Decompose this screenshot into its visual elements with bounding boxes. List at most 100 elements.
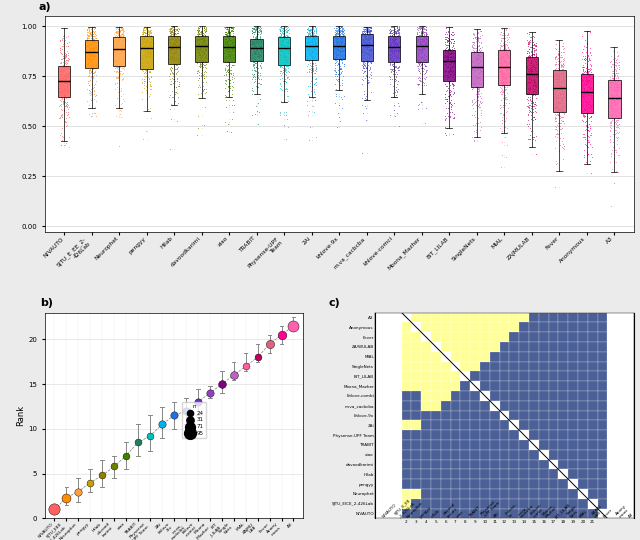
Point — [499, 64, 509, 72]
Point — [504, 62, 514, 71]
Point — [582, 143, 593, 151]
Point — [474, 58, 484, 67]
Point — [584, 76, 594, 84]
Point — [109, 36, 120, 45]
Point — [140, 28, 150, 36]
Point — [467, 38, 477, 46]
Point — [194, 39, 204, 48]
Point — [413, 101, 423, 110]
Bar — [509, 450, 519, 460]
Point — [252, 52, 262, 61]
Point — [247, 39, 257, 48]
Point — [447, 101, 458, 110]
Point — [307, 35, 317, 43]
Point — [502, 124, 513, 133]
Point — [442, 63, 452, 72]
Point — [145, 432, 155, 441]
Point — [275, 79, 285, 88]
Point — [501, 48, 511, 56]
Point — [278, 35, 288, 44]
Bar — [490, 352, 500, 362]
Point — [86, 23, 97, 32]
Point — [88, 90, 99, 98]
Point — [577, 32, 588, 40]
Point — [606, 96, 616, 104]
Point — [500, 73, 510, 82]
Point — [393, 52, 403, 60]
Point — [197, 52, 207, 60]
Bar — [519, 430, 529, 440]
Point — [498, 110, 508, 118]
Point — [283, 40, 293, 49]
Bar — [509, 509, 519, 518]
Point — [113, 48, 123, 56]
Point — [275, 29, 285, 38]
Point — [308, 102, 319, 110]
Point — [445, 71, 455, 80]
Point — [357, 48, 367, 57]
Point — [415, 98, 426, 106]
Point — [358, 52, 369, 61]
Point — [141, 38, 152, 46]
Point — [359, 42, 369, 50]
Point — [497, 128, 508, 137]
Point — [275, 47, 285, 56]
Point — [554, 127, 564, 136]
Point — [255, 23, 265, 31]
Point — [334, 26, 344, 35]
Point — [441, 32, 451, 41]
Point — [307, 48, 317, 56]
Point — [470, 65, 481, 74]
Point — [414, 60, 424, 69]
Point — [223, 29, 233, 37]
Point — [60, 98, 70, 106]
Point — [228, 37, 239, 45]
Bar — [480, 499, 490, 509]
Point — [421, 56, 431, 64]
Point — [416, 29, 426, 37]
Point — [550, 82, 561, 90]
Point — [278, 57, 289, 66]
Point — [420, 23, 431, 31]
Point — [63, 55, 74, 63]
Point — [474, 53, 484, 62]
Point — [392, 27, 403, 36]
Point — [552, 74, 563, 83]
Point — [498, 31, 508, 39]
Point — [87, 60, 97, 69]
Point — [584, 70, 594, 79]
Point — [330, 55, 340, 63]
Point — [472, 58, 483, 67]
Point — [83, 36, 93, 45]
Bar — [519, 420, 529, 430]
Point — [444, 51, 454, 60]
Point — [391, 35, 401, 43]
Point — [611, 69, 621, 78]
Point — [525, 84, 535, 92]
Point — [577, 55, 588, 64]
Point — [169, 59, 179, 68]
Point — [385, 49, 395, 58]
Point — [475, 83, 485, 92]
Point — [90, 52, 100, 61]
Point — [275, 36, 285, 45]
Bar — [539, 401, 548, 410]
Point — [57, 70, 67, 79]
Point — [330, 32, 340, 41]
Point — [421, 66, 431, 75]
Point — [612, 70, 623, 79]
Point — [200, 89, 211, 97]
Point — [531, 50, 541, 59]
Point — [557, 167, 568, 176]
Point — [140, 42, 150, 51]
Bar — [568, 440, 578, 450]
Bar — [500, 381, 509, 391]
Point — [58, 67, 68, 76]
Point — [420, 104, 431, 112]
Point — [330, 56, 340, 64]
Point — [109, 43, 120, 52]
Point — [193, 35, 204, 44]
Point — [116, 70, 127, 78]
Point — [111, 40, 122, 49]
Point — [449, 113, 459, 122]
